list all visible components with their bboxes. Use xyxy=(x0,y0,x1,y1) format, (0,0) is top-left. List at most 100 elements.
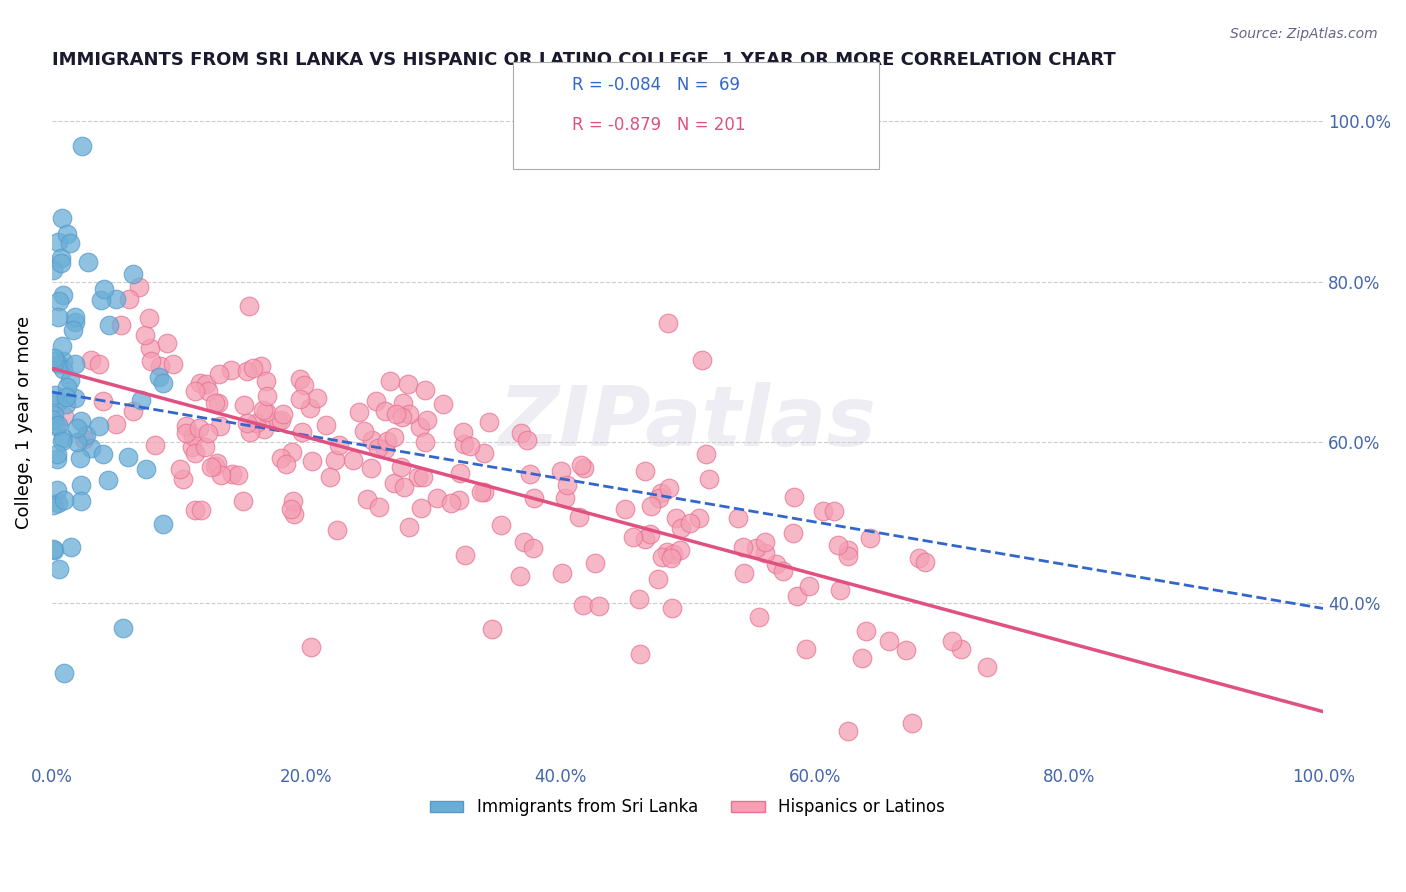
Text: IMMIGRANTS FROM SRI LANKA VS HISPANIC OR LATINO COLLEGE, 1 YEAR OR MORE CORRELAT: IMMIGRANTS FROM SRI LANKA VS HISPANIC OR… xyxy=(52,51,1115,69)
Point xyxy=(51,256,73,270)
Point xyxy=(55,397,77,411)
Point xyxy=(105,417,128,432)
Point xyxy=(748,610,770,624)
Point xyxy=(207,396,229,410)
Point xyxy=(254,405,277,419)
Point xyxy=(236,364,259,378)
Point xyxy=(226,468,249,483)
Point xyxy=(221,467,243,482)
Point xyxy=(44,388,66,402)
Point xyxy=(375,434,398,448)
Point xyxy=(46,452,69,467)
Point xyxy=(291,425,314,440)
Point xyxy=(138,341,160,355)
Point xyxy=(662,547,685,561)
Point xyxy=(908,551,931,566)
Point xyxy=(253,421,276,435)
Point xyxy=(432,397,454,411)
Point xyxy=(70,138,93,153)
Point xyxy=(77,255,100,269)
Point xyxy=(46,395,69,409)
Point xyxy=(319,470,342,484)
Point xyxy=(328,437,350,451)
Point xyxy=(200,459,222,474)
Point xyxy=(941,633,963,648)
Point xyxy=(53,493,76,508)
Point xyxy=(129,393,152,408)
Point xyxy=(205,456,228,470)
Point xyxy=(824,504,846,518)
Point xyxy=(219,363,242,377)
Point xyxy=(42,408,65,422)
Point xyxy=(181,440,204,454)
Point xyxy=(181,428,204,442)
Point xyxy=(152,376,174,390)
Point xyxy=(453,436,475,450)
Point xyxy=(174,425,197,440)
Point xyxy=(209,418,232,433)
Point xyxy=(70,477,93,491)
Point xyxy=(356,492,378,507)
Point xyxy=(299,401,322,415)
Point xyxy=(46,310,69,324)
Point xyxy=(510,425,533,440)
Point xyxy=(91,393,114,408)
Point xyxy=(169,462,191,476)
Point xyxy=(472,485,495,500)
Point xyxy=(458,439,481,453)
Point xyxy=(415,435,437,450)
Point xyxy=(204,395,226,409)
Point xyxy=(367,500,389,514)
Text: R = -0.084   N =  69: R = -0.084 N = 69 xyxy=(572,76,740,94)
Point xyxy=(134,328,156,343)
Point xyxy=(754,546,776,560)
Point xyxy=(117,450,139,464)
Point xyxy=(52,362,75,376)
Text: Source: ZipAtlas.com: Source: ZipAtlas.com xyxy=(1230,27,1378,41)
Point xyxy=(274,457,297,471)
Point xyxy=(830,582,852,597)
Point xyxy=(288,372,311,386)
Point xyxy=(184,384,207,398)
Point xyxy=(80,352,103,367)
Point xyxy=(478,415,501,429)
Point xyxy=(292,378,315,392)
Point xyxy=(270,413,292,427)
Point xyxy=(209,467,232,482)
Point xyxy=(90,293,112,308)
Point xyxy=(91,447,114,461)
Point xyxy=(382,430,405,444)
Point xyxy=(633,464,655,478)
Point xyxy=(152,516,174,531)
Point xyxy=(621,530,644,544)
Point xyxy=(385,407,408,421)
Point xyxy=(614,501,637,516)
Point xyxy=(138,311,160,326)
Point xyxy=(42,498,65,512)
Point xyxy=(238,299,260,313)
Point xyxy=(239,425,262,440)
Point xyxy=(697,472,720,486)
Point xyxy=(733,540,755,554)
Point xyxy=(827,538,849,552)
Point xyxy=(63,315,86,329)
Point xyxy=(45,419,67,434)
Point xyxy=(110,318,132,333)
Point xyxy=(568,510,591,524)
Point xyxy=(236,416,259,430)
Point xyxy=(252,402,274,417)
Point xyxy=(48,293,70,308)
Point xyxy=(811,504,834,518)
Point xyxy=(301,454,323,468)
Point xyxy=(48,357,70,371)
Point xyxy=(659,551,682,566)
Point xyxy=(97,318,120,332)
Point xyxy=(46,417,69,432)
Point xyxy=(69,450,91,465)
Point xyxy=(353,424,375,438)
Point xyxy=(45,447,67,461)
Point xyxy=(523,491,546,506)
Point xyxy=(197,426,219,441)
Point xyxy=(522,541,544,555)
Point xyxy=(783,490,806,504)
